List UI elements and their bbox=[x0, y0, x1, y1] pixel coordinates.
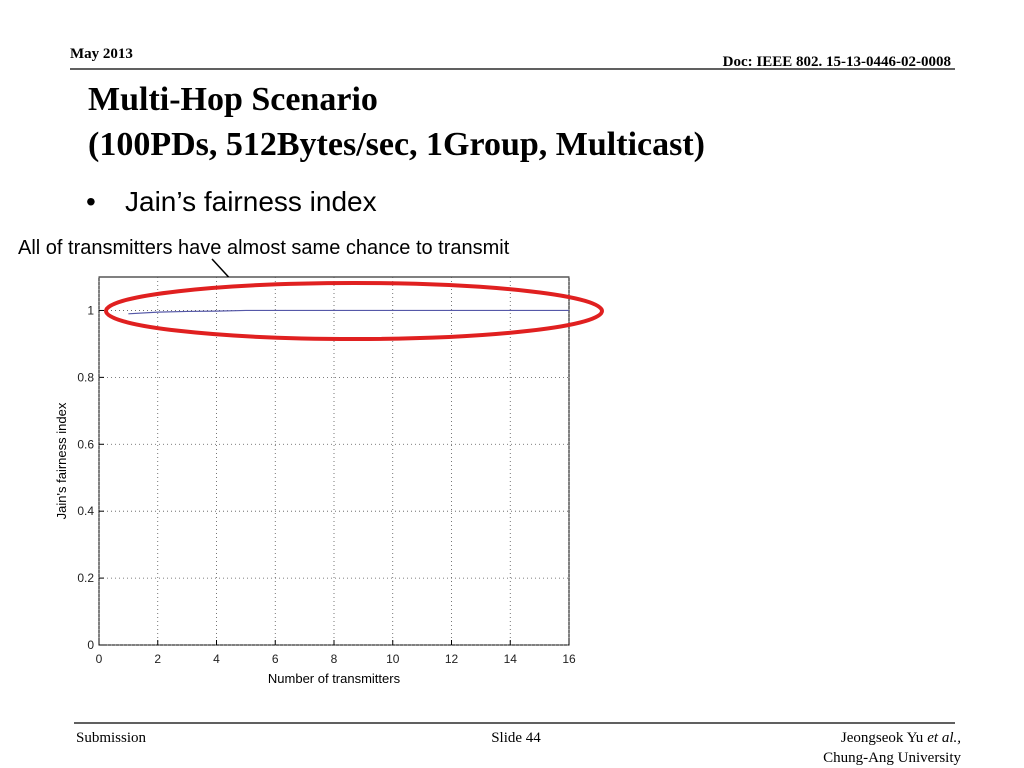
x-tick-label: 10 bbox=[386, 652, 400, 666]
title-line: (100PDs, 512Bytes/sec, 1Group, Multicast… bbox=[88, 126, 705, 163]
footer-author: Jeongseok Yu et al., bbox=[841, 730, 961, 746]
bullet-dot: • bbox=[86, 186, 96, 217]
highlight-ellipse bbox=[104, 281, 604, 341]
y-tick-label: 0.6 bbox=[77, 437, 94, 451]
x-tick-label: 4 bbox=[213, 652, 220, 666]
x-tick-label: 12 bbox=[445, 652, 459, 666]
annotation: All of transmitters have almost same cha… bbox=[18, 237, 510, 259]
x-axis-label: Number of transmitters bbox=[268, 671, 401, 686]
footer-affiliation: Chung-Ang University bbox=[823, 750, 961, 766]
y-tick-label: 0.2 bbox=[77, 571, 94, 585]
footer-center: Slide 44 bbox=[491, 730, 541, 746]
author-etal: et al., bbox=[927, 730, 961, 746]
x-tick-label: 0 bbox=[96, 652, 103, 666]
author-name: Jeongseok Yu bbox=[841, 730, 924, 746]
header-date: May 2013 bbox=[70, 46, 133, 62]
title-line: Multi-Hop Scenario bbox=[88, 81, 378, 118]
bullet-text: Jain’s fairness index bbox=[125, 186, 377, 217]
header-doc: Doc: IEEE 802. 15-13-0446-02-0008 bbox=[723, 54, 951, 70]
y-tick-label: 0 bbox=[87, 638, 94, 652]
footer-left: Submission bbox=[76, 730, 147, 746]
x-tick-label: 16 bbox=[562, 652, 576, 666]
x-tick-label: 8 bbox=[331, 652, 338, 666]
y-axis-label: Jain's fairness index bbox=[54, 402, 69, 519]
x-tick-label: 14 bbox=[504, 652, 518, 666]
y-tick-label: 0.8 bbox=[77, 370, 94, 384]
y-tick-label: 0.4 bbox=[77, 504, 94, 518]
y-tick-label: 1 bbox=[87, 303, 94, 317]
x-tick-label: 6 bbox=[272, 652, 279, 666]
data-line bbox=[128, 309, 569, 315]
x-tick-label: 2 bbox=[154, 652, 161, 666]
